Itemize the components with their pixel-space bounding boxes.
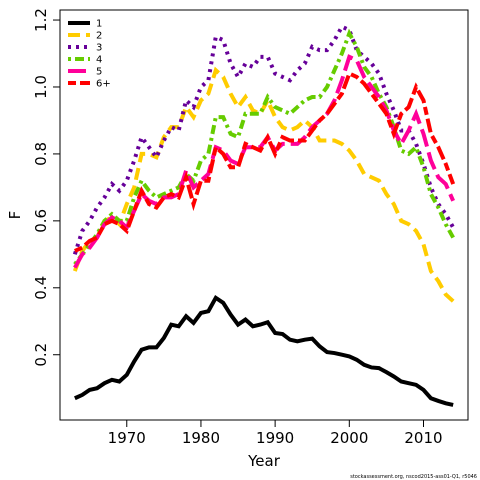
x-tick-label: 1970: [108, 429, 146, 447]
x-tick-label: 1980: [182, 429, 220, 447]
x-tick-label: 1990: [256, 429, 294, 447]
y-tick-label: 0.6: [32, 209, 50, 233]
y-tick-label: 0.4: [32, 276, 50, 300]
plot-box: [59, 9, 469, 421]
legend-label: 5: [96, 67, 102, 78]
legend-label: 6+: [96, 79, 111, 90]
series-line: [73, 28, 455, 266]
x-axis-label: Year: [247, 452, 281, 470]
legend-label: 2: [96, 31, 102, 42]
y-tick-label: 1.2: [32, 8, 50, 32]
y-axis-label: F: [6, 211, 24, 220]
series-line: [72, 24, 455, 255]
x-tick-label: 2000: [330, 429, 368, 447]
series-line: [72, 66, 455, 303]
x-tick-label: 2010: [404, 429, 442, 447]
series-line: [74, 294, 454, 407]
series-line: [74, 70, 456, 253]
y-tick-label: 0.8: [32, 142, 50, 166]
footnote: stockassessment.org, nscod2015-ass01-Q1,…: [350, 474, 477, 480]
y-tick-label: 0.2: [32, 343, 50, 367]
legend-label: 3: [96, 43, 102, 54]
legend-label: 1: [96, 19, 102, 30]
legend-label: 4: [96, 55, 102, 66]
y-tick-label: 1.0: [32, 75, 50, 99]
